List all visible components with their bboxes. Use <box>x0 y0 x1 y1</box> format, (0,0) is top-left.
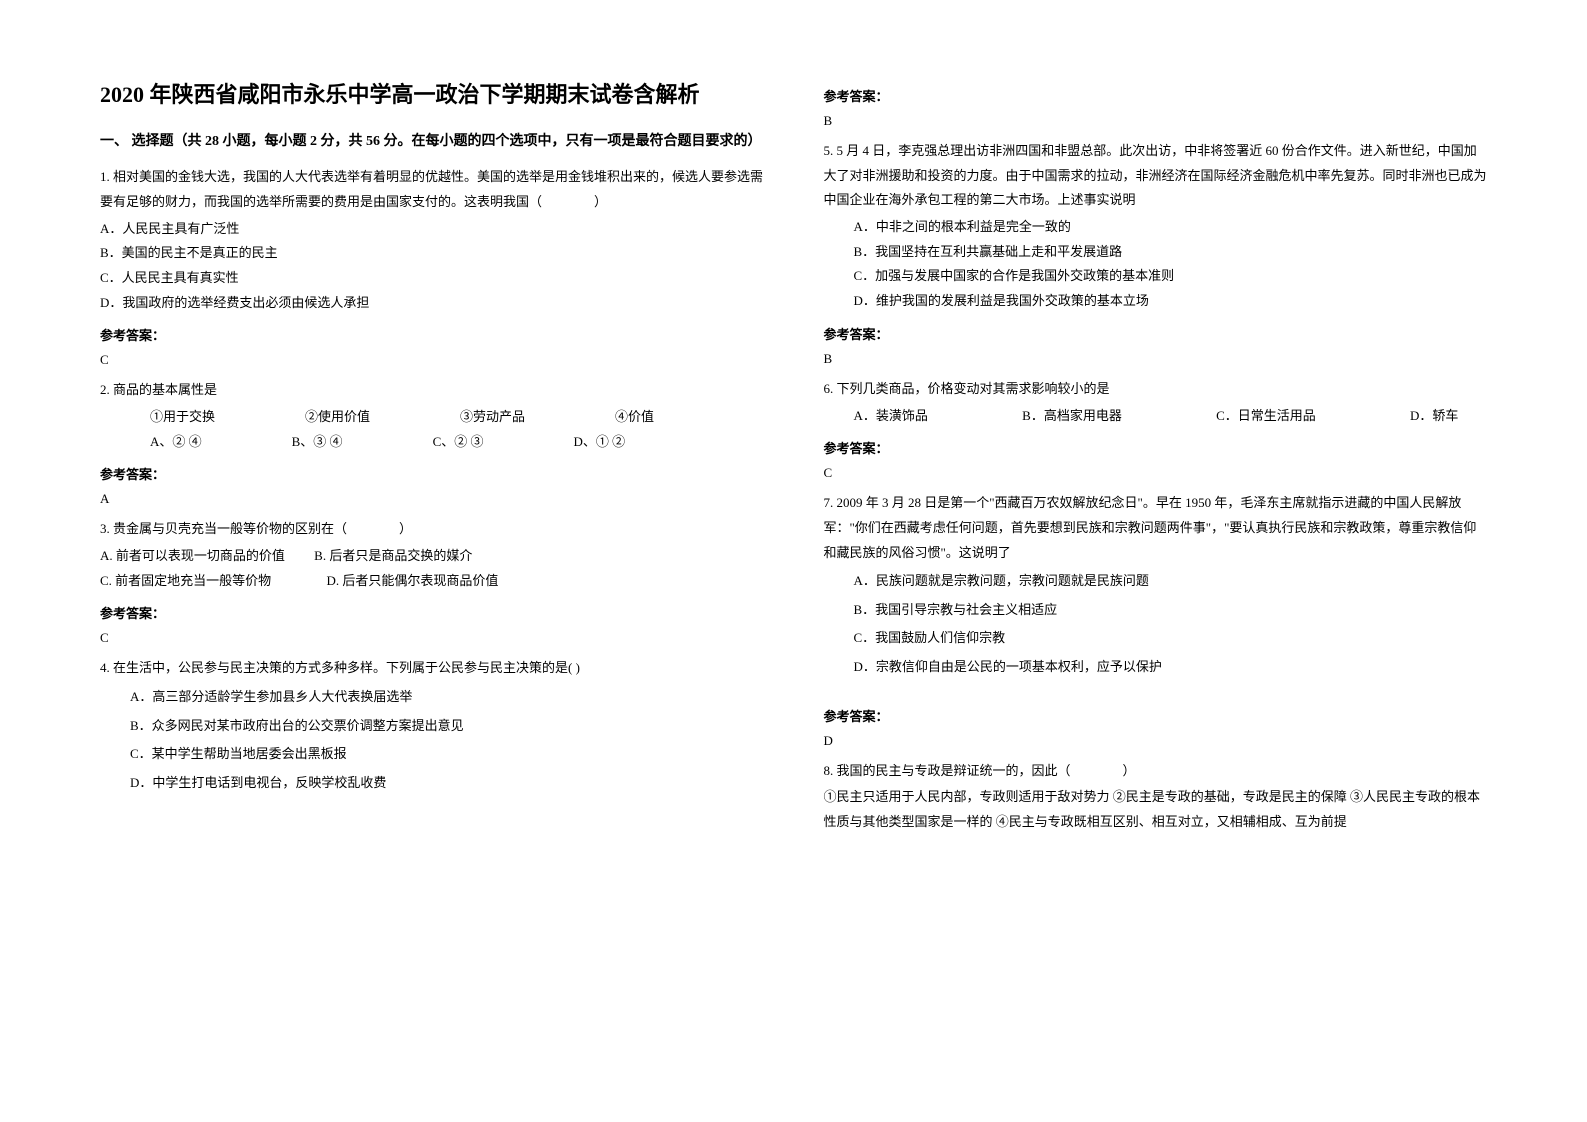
q3-optC: C. 前者固定地充当一般等价物 <box>100 573 271 588</box>
q5-text: 5. 5 月 4 日，李克强总理出访非洲四国和非盟总部。此次出访，中非将签署近 … <box>824 139 1488 213</box>
q2-item4: ④价值 <box>615 405 654 430</box>
section-header: 一、 选择题（共 28 小题，每小题 2 分，共 56 分。在每小题的四个选项中… <box>100 131 764 153</box>
q3-text: 3. 贵金属与贝壳充当一般等价物的区别在（ ） <box>100 517 764 542</box>
q7-optC: C．我国鼓励人们信仰宗教 <box>854 624 1488 653</box>
q2-optA: A、② ④ <box>150 430 202 455</box>
question-7: 7. 2009 年 3 月 28 日是第一个"西藏百万农奴解放纪念日"。早在 1… <box>824 491 1488 681</box>
question-3: 3. 贵金属与贝壳充当一般等价物的区别在（ ） A. 前者可以表现一切商品的价值… <box>100 517 764 593</box>
q3-answer: C <box>100 630 764 646</box>
q1-optA: A．人民民主具有广泛性 <box>100 217 764 242</box>
q6-optB: B．高档家用电器 <box>1022 408 1122 423</box>
q6-answer: C <box>824 465 1488 481</box>
q5-options: A．中非之间的根本利益是完全一致的 B．我国坚持在互利共赢基础上走和平发展道路 … <box>824 215 1488 314</box>
q6-optA: A．装潢饰品 <box>854 408 928 423</box>
q7-optA: A．民族问题就是宗教问题，宗教问题就是民族问题 <box>854 567 1488 596</box>
answer-label: 参考答案： <box>824 86 1488 105</box>
q5-optB: B．我国坚持在互利共赢基础上走和平发展道路 <box>854 240 1488 265</box>
q6-text: 6. 下列几类商品，价格变动对其需求影响较小的是 <box>824 377 1488 402</box>
question-1: 1. 相对美国的金钱大选，我国的人大代表选举有着明显的优越性。美国的选举是用金钱… <box>100 165 764 315</box>
q5-answer: B <box>824 351 1488 367</box>
q6-optD: D．轿车 <box>1410 408 1458 423</box>
q2-optB: B、③ ④ <box>292 430 343 455</box>
q7-optB: B．我国引导宗教与社会主义相适应 <box>854 596 1488 625</box>
answer-label: 参考答案： <box>824 324 1488 343</box>
q2-optC: C、② ③ <box>433 430 484 455</box>
q4-answer: B <box>824 113 1488 129</box>
q2-item2: ②使用价值 <box>305 405 370 430</box>
answer-label: 参考答案： <box>100 464 764 483</box>
q2-options: A、② ④ B、③ ④ C、② ③ D、① ② <box>100 430 764 455</box>
q5-optD: D．维护我国的发展利益是我国外交政策的基本立场 <box>854 289 1488 314</box>
q7-answer: D <box>824 733 1488 749</box>
q7-optD: D．宗教信仰自由是公民的一项基本权利，应予以保护 <box>854 653 1488 682</box>
q2-text: 2. 商品的基本属性是 <box>100 378 764 403</box>
q8-text: 8. 我国的民主与专政是辩证统一的，因此（ ） <box>824 759 1488 784</box>
question-5: 5. 5 月 4 日，李克强总理出访非洲四国和非盟总部。此次出访，中非将签署近 … <box>824 139 1488 314</box>
q1-optC: C．人民民主具有真实性 <box>100 266 764 291</box>
right-column: 参考答案： B 5. 5 月 4 日，李克强总理出访非洲四国和非盟总部。此次出访… <box>824 80 1488 1042</box>
q1-text: 1. 相对美国的金钱大选，我国的人大代表选举有着明显的优越性。美国的选举是用金钱… <box>100 165 764 214</box>
question-4: 4. 在生活中，公民参与民主决策的方式多种多样。下列属于公民参与民主决策的是( … <box>100 656 764 797</box>
q2-optD: D、① ② <box>573 430 625 455</box>
q5-optC: C．加强与发展中国家的合作是我国外交政策的基本准则 <box>854 264 1488 289</box>
page-title: 2020 年陕西省咸阳市永乐中学高一政治下学期期末试卷含解析 <box>100 80 764 111</box>
q1-optD: D．我国政府的选举经费支出必须由候选人承担 <box>100 291 764 316</box>
q6-optC: C．日常生活用品 <box>1216 408 1316 423</box>
q4-text: 4. 在生活中，公民参与民主决策的方式多种多样。下列属于公民参与民主决策的是( … <box>100 656 764 681</box>
q3-optA: A. 前者可以表现一切商品的价值 <box>100 548 285 563</box>
q8-text2: ①民主只适用于人民内部，专政则适用于敌对势力 ②民主是专政的基础，专政是民主的保… <box>824 785 1488 834</box>
question-2: 2. 商品的基本属性是 ①用于交换 ②使用价值 ③劳动产品 ④价值 A、② ④ … <box>100 378 764 454</box>
q4-optB: B．众多网民对某市政府出台的公交票价调整方案提出意见 <box>130 712 764 741</box>
q2-item3: ③劳动产品 <box>460 405 525 430</box>
q4-optA: A．高三部分适龄学生参加县乡人大代表换届选举 <box>130 683 764 712</box>
q1-answer: C <box>100 352 764 368</box>
q2-item1: ①用于交换 <box>150 405 215 430</box>
q1-optB: B．美国的民主不是真正的民主 <box>100 241 764 266</box>
q2-items: ①用于交换 ②使用价值 ③劳动产品 ④价值 <box>100 405 764 430</box>
q4-optD: D．中学生打电话到电视台，反映学校乱收费 <box>130 769 764 798</box>
answer-label: 参考答案： <box>100 603 764 622</box>
q3-row2: C. 前者固定地充当一般等价物 D. 后者只能偶尔表现商品价值 <box>100 569 764 594</box>
answer-label: 参考答案： <box>100 325 764 344</box>
q7-options: A．民族问题就是宗教问题，宗教问题就是民族问题 B．我国引导宗教与社会主义相适应… <box>824 567 1488 681</box>
q3-optB: B. 后者只是商品交换的媒介 <box>314 548 472 563</box>
question-6: 6. 下列几类商品，价格变动对其需求影响较小的是 A．装潢饰品 B．高档家用电器… <box>824 377 1488 428</box>
q6-row: A．装潢饰品 B．高档家用电器 C．日常生活用品 D．轿车 <box>824 404 1488 429</box>
q3-row1: A. 前者可以表现一切商品的价值 B. 后者只是商品交换的媒介 <box>100 544 764 569</box>
left-column: 2020 年陕西省咸阳市永乐中学高一政治下学期期末试卷含解析 一、 选择题（共 … <box>100 80 764 1042</box>
q2-answer: A <box>100 491 764 507</box>
question-8: 8. 我国的民主与专政是辩证统一的，因此（ ） ①民主只适用于人民内部，专政则适… <box>824 759 1488 837</box>
answer-label: 参考答案： <box>824 438 1488 457</box>
answer-label: 参考答案： <box>824 706 1488 725</box>
q4-options: A．高三部分适龄学生参加县乡人大代表换届选举 B．众多网民对某市政府出台的公交票… <box>100 683 764 797</box>
q7-text: 7. 2009 年 3 月 28 日是第一个"西藏百万农奴解放纪念日"。早在 1… <box>824 491 1488 565</box>
q3-optD: D. 后者只能偶尔表现商品价值 <box>326 573 498 588</box>
q4-optC: C．某中学生帮助当地居委会出黑板报 <box>130 740 764 769</box>
q5-optA: A．中非之间的根本利益是完全一致的 <box>854 215 1488 240</box>
